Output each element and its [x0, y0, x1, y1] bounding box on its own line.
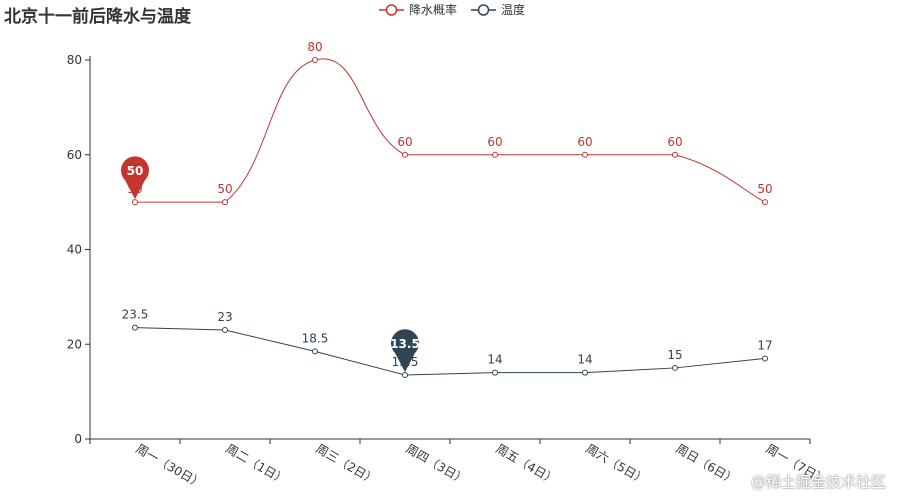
legend-label: 降水概率: [409, 2, 457, 17]
data-point: [402, 372, 408, 379]
data-point: [582, 369, 588, 376]
x-tick-label: 周四（3日）: [404, 441, 470, 487]
data-label: 60: [487, 135, 502, 149]
x-tick-label: 周三（2日）: [314, 441, 380, 487]
data-label: 18.5: [302, 331, 329, 345]
data-label: 17: [757, 338, 772, 352]
data-point: [222, 199, 228, 206]
x-tick-label: 周五（4日）: [494, 441, 560, 487]
legend-marker: [385, 4, 398, 16]
pin-shape: [121, 156, 149, 200]
legend: 降水概率 温度: [379, 2, 525, 17]
data-label: 14: [487, 353, 502, 367]
data-point: [402, 151, 408, 158]
data-point: [132, 199, 138, 206]
y-tick-label: 40: [67, 243, 82, 257]
x-tick-label: 周二（1日）: [224, 441, 290, 487]
data-point: [672, 364, 678, 371]
chart-title: 北京十一前后降水与温度: [4, 7, 191, 27]
y-tick-label: 80: [67, 53, 82, 67]
pin-label: 13.5: [390, 337, 420, 351]
data-point: [312, 348, 318, 355]
data-point: [132, 324, 138, 331]
pin-shape: [391, 329, 420, 373]
data-point: [672, 151, 678, 158]
data-point: [582, 151, 588, 158]
legend-item-0: 降水概率: [379, 2, 457, 17]
legend-label: 温度: [501, 2, 525, 17]
y-tick-label: 20: [67, 337, 82, 351]
data-point: [762, 355, 768, 362]
y-tick-label: 60: [67, 148, 82, 162]
watermark: @稀土掘金技术社区: [750, 473, 886, 491]
legend-marker: [477, 4, 490, 16]
data-label: 23.5: [122, 308, 149, 322]
pin-label: 50: [127, 164, 144, 178]
pin-marker: 50: [121, 156, 149, 200]
data-label: 60: [397, 135, 412, 149]
data-label: 50: [217, 182, 232, 196]
data-label: 14: [577, 353, 592, 367]
pin-marker: 13.5: [390, 329, 420, 373]
data-point: [312, 57, 318, 63]
data-point: [492, 151, 498, 158]
y-tick-label: 0: [74, 432, 82, 446]
x-tick-label: 周一（30日）: [134, 441, 206, 491]
data-point: [762, 199, 768, 206]
data-point: [492, 369, 498, 376]
data-label: 50: [757, 182, 772, 196]
series-line-0: [135, 58, 766, 203]
data-label: 60: [577, 135, 592, 149]
data-label: 60: [667, 135, 682, 149]
x-tick-label: 周六（5日）: [584, 441, 650, 487]
series-line-1: [134, 327, 766, 376]
data-label: 80: [307, 40, 322, 54]
data-label: 23: [217, 310, 232, 324]
data-label: 15: [667, 348, 682, 362]
data-point: [222, 327, 228, 334]
x-tick-label: 周日（6日）: [674, 441, 740, 487]
legend-item-1: 温度: [471, 2, 525, 17]
